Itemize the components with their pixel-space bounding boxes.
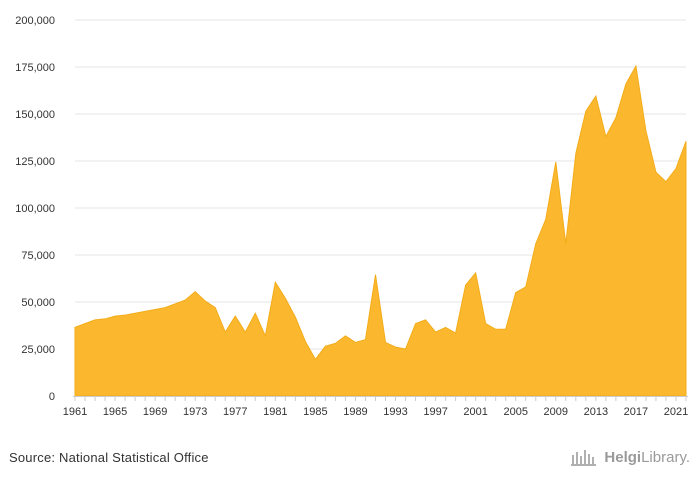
x-tick-label: 1973 [183,406,207,418]
source-text: Source: National Statistical Office [9,450,209,465]
y-tick-label: 0 [49,391,55,403]
y-tick-label: 100,000 [15,203,55,215]
y-tick-label: 175,000 [15,62,55,74]
x-tick-label: 1993 [383,406,407,418]
x-tick-label: 2017 [624,406,648,418]
y-tick-label: 125,000 [15,156,55,168]
x-tick-label: 1965 [103,406,127,418]
x-tick-label: 1981 [263,406,287,418]
y-tick-label: 25,000 [21,344,55,356]
area-chart-svg: 0 25,000 50,000 75,000 100,000 125,000 150,000… [15,15,688,418]
x-tick-label: 2009 [544,406,568,418]
x-tick-label: 2001 [463,406,487,418]
y-tick-label: 50,000 [21,297,55,309]
x-tick-label: 2013 [584,406,608,418]
helgi-library-icon [571,450,597,466]
chart: 0 25,000 50,000 75,000 100,000 125,000 150,000… [15,15,688,418]
y-tick-label: 150,000 [15,109,55,121]
x-tick-label: 1985 [303,406,327,418]
x-tick-label: 1969 [143,406,167,418]
x-tick-label: 1977 [223,406,247,418]
helgi-library-logo[interactable]: HelgiLibrary. [570,447,690,467]
y-tick-label: 200,000 [15,15,55,27]
y-tick-label: 75,000 [21,250,55,262]
logo-text: HelgiLibrary. [604,448,690,466]
x-tick-label: 1997 [423,406,447,418]
chart-footer: Source: National Statistical Office Helg… [0,440,700,483]
x-tick-label: 2005 [503,406,527,418]
x-tick-label: 1961 [63,406,87,418]
x-tick-label: 2021 [664,406,688,418]
area-series [74,64,687,397]
x-tick-label: 1989 [343,406,367,418]
